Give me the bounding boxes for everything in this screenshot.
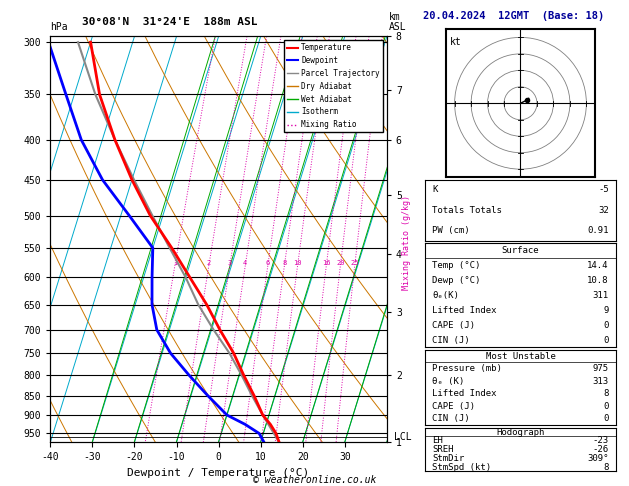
Text: 10.8: 10.8 bbox=[587, 276, 609, 285]
Text: 309°: 309° bbox=[587, 454, 609, 463]
Text: θₑ(K): θₑ(K) bbox=[432, 291, 459, 300]
Text: 9: 9 bbox=[603, 306, 609, 314]
Text: 0: 0 bbox=[603, 402, 609, 411]
Text: kt: kt bbox=[450, 37, 462, 48]
Text: -23: -23 bbox=[593, 436, 609, 445]
Text: 311: 311 bbox=[593, 291, 609, 300]
Text: 313: 313 bbox=[593, 377, 609, 386]
Text: 6: 6 bbox=[265, 260, 270, 266]
Text: Totals Totals: Totals Totals bbox=[432, 206, 502, 215]
Text: 0: 0 bbox=[603, 321, 609, 330]
Text: 0: 0 bbox=[603, 335, 609, 345]
Text: 0: 0 bbox=[603, 415, 609, 423]
Text: Temp (°C): Temp (°C) bbox=[432, 261, 481, 270]
Text: Mixing Ratio (g/kg): Mixing Ratio (g/kg) bbox=[403, 195, 411, 291]
Text: -5: -5 bbox=[598, 186, 609, 194]
Text: 20: 20 bbox=[336, 260, 345, 266]
Text: 8: 8 bbox=[603, 389, 609, 399]
Text: StmDir: StmDir bbox=[432, 454, 464, 463]
Text: CAPE (J): CAPE (J) bbox=[432, 321, 476, 330]
Text: θₑ (K): θₑ (K) bbox=[432, 377, 464, 386]
Text: LCL: LCL bbox=[394, 432, 411, 442]
Text: 25: 25 bbox=[350, 260, 359, 266]
Text: Pressure (mb): Pressure (mb) bbox=[432, 364, 502, 373]
Text: 14.4: 14.4 bbox=[587, 261, 609, 270]
Text: Surface: Surface bbox=[502, 246, 539, 255]
Text: Most Unstable: Most Unstable bbox=[486, 352, 555, 361]
Text: hPa: hPa bbox=[50, 21, 68, 32]
Legend: Temperature, Dewpoint, Parcel Trajectory, Dry Adiabat, Wet Adiabat, Isotherm, Mi: Temperature, Dewpoint, Parcel Trajectory… bbox=[284, 40, 383, 132]
Text: © weatheronline.co.uk: © weatheronline.co.uk bbox=[253, 474, 376, 485]
Text: 20.04.2024  12GMT  (Base: 18): 20.04.2024 12GMT (Base: 18) bbox=[423, 11, 604, 21]
Text: 8: 8 bbox=[282, 260, 286, 266]
Text: Dewp (°C): Dewp (°C) bbox=[432, 276, 481, 285]
Text: 10: 10 bbox=[293, 260, 302, 266]
Text: EH: EH bbox=[432, 436, 443, 445]
Text: Hodograph: Hodograph bbox=[496, 428, 545, 436]
Text: 4: 4 bbox=[243, 260, 247, 266]
Text: K: K bbox=[432, 186, 438, 194]
Text: 3: 3 bbox=[228, 260, 232, 266]
Text: PW (cm): PW (cm) bbox=[432, 226, 470, 235]
Text: StmSpd (kt): StmSpd (kt) bbox=[432, 463, 491, 471]
Text: Lifted Index: Lifted Index bbox=[432, 389, 497, 399]
Text: 16: 16 bbox=[322, 260, 330, 266]
Text: Lifted Index: Lifted Index bbox=[432, 306, 497, 314]
Text: -26: -26 bbox=[593, 445, 609, 454]
X-axis label: Dewpoint / Temperature (°C): Dewpoint / Temperature (°C) bbox=[128, 468, 309, 478]
Text: 30°08'N  31°24'E  188m ASL: 30°08'N 31°24'E 188m ASL bbox=[82, 17, 257, 27]
Text: 1: 1 bbox=[173, 260, 177, 266]
Text: 975: 975 bbox=[593, 364, 609, 373]
Text: 32: 32 bbox=[598, 206, 609, 215]
Text: 8: 8 bbox=[603, 463, 609, 471]
Text: CIN (J): CIN (J) bbox=[432, 335, 470, 345]
Text: CIN (J): CIN (J) bbox=[432, 415, 470, 423]
Text: SREH: SREH bbox=[432, 445, 454, 454]
Text: km
ASL: km ASL bbox=[389, 12, 406, 32]
Text: CAPE (J): CAPE (J) bbox=[432, 402, 476, 411]
Text: 2: 2 bbox=[207, 260, 211, 266]
Text: 0.91: 0.91 bbox=[587, 226, 609, 235]
